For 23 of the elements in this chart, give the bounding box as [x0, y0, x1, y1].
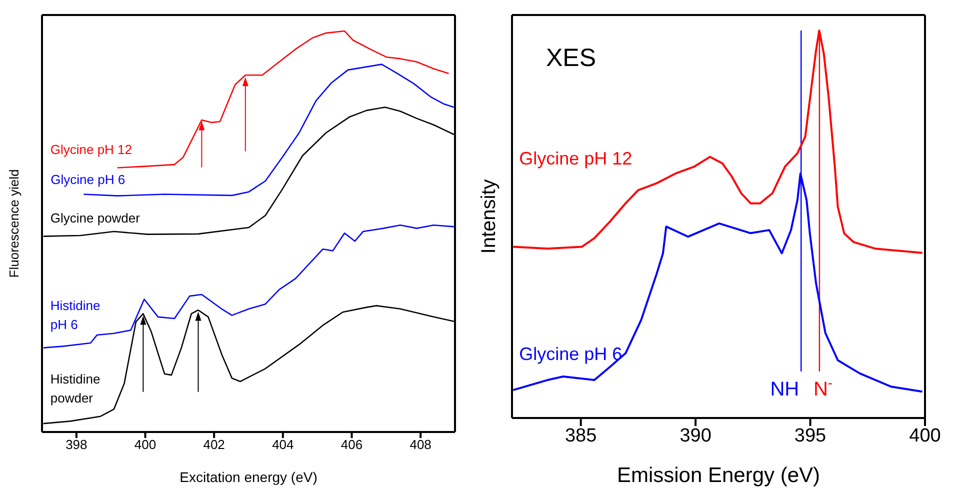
- x-axis-title: Excitation energy (eV): [180, 469, 318, 485]
- series-label: Glycine pH 12: [50, 142, 132, 157]
- series-label: Histidine powder: [50, 372, 100, 406]
- x-tick-label: 395: [794, 425, 826, 446]
- annotation: XES: [546, 44, 596, 73]
- y-axis-title: Fluorescence yield: [6, 169, 22, 278]
- x-tick-label: 385: [564, 425, 597, 446]
- series-label: Glycine pH 6: [50, 172, 126, 188]
- x-tick-label: 406: [340, 437, 363, 452]
- x-tick-label: 400: [909, 425, 941, 446]
- x-axis-title: Emission Energy (eV): [616, 464, 820, 487]
- y-axis-title: Intensity: [478, 179, 500, 254]
- x-tick-label: 390: [680, 425, 712, 446]
- x-tick-label: 408: [410, 437, 432, 452]
- x-tick-label: 402: [203, 437, 225, 452]
- series-label: Glycine powder: [50, 210, 141, 226]
- x-tick-label: 398: [66, 437, 88, 452]
- series-label: Glycine pH 12: [519, 148, 632, 169]
- x-tick-label: 404: [272, 437, 294, 452]
- x-tick-label: 400: [134, 437, 156, 452]
- ref-line-label: N$^{-}$: [813, 374, 833, 400]
- ref-line-label: NH: [770, 378, 800, 400]
- series-label: Histidine pH 6: [50, 298, 100, 332]
